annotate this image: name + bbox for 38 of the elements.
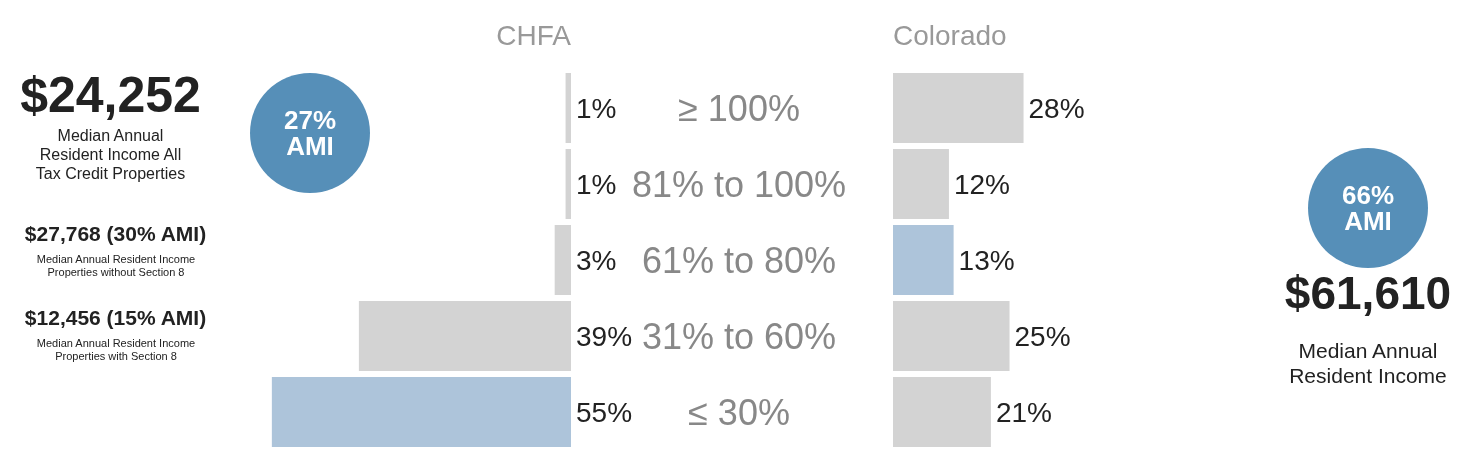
data-label: 3% <box>576 244 617 276</box>
text: Median Annual Resident Income Properties without Section 8 <box>35 253 197 280</box>
text: $61,610 <box>1283 266 1453 320</box>
y-tick-label: 61% to 80% <box>641 239 837 281</box>
bar <box>893 225 954 295</box>
bar <box>554 225 571 295</box>
y-tick-label: ≥ 100% <box>678 87 800 129</box>
circle-badge: 66% AMI <box>1308 148 1428 268</box>
chart-title: Colorado <box>893 20 1008 52</box>
data-label: 21% <box>995 396 1052 428</box>
bar <box>893 301 1010 371</box>
text: $12,456 (15% AMI) <box>23 306 208 330</box>
text: $24,252 <box>19 66 202 124</box>
text: $27,768 (30% AMI) <box>23 222 208 246</box>
text: Median Annual Resident Income Properties with Section 8 <box>35 337 197 364</box>
data-label: 1% <box>576 168 617 200</box>
bar <box>893 73 1024 143</box>
circle-badge: 27% AMI <box>250 73 370 193</box>
y-tick-label: ≤ 30% <box>688 391 790 433</box>
text: Median Annual Resident Income <box>1288 338 1448 389</box>
data-label: 55% <box>576 396 633 428</box>
bar <box>893 149 949 219</box>
data-label: 39% <box>576 320 633 352</box>
y-tick-label: 81% to 100% <box>631 163 847 205</box>
data-label: 12% <box>953 168 1010 200</box>
data-label: 13% <box>958 244 1015 276</box>
data-label: 25% <box>1014 320 1071 352</box>
chart-title: CHFA <box>495 20 571 52</box>
data-label: 1% <box>576 92 617 124</box>
text: Median Annual Resident Income All Tax Credit Properties <box>34 126 187 184</box>
y-tick-label: 31% to 60% <box>641 315 837 357</box>
data-label: 28% <box>1028 92 1085 124</box>
bar <box>893 377 991 447</box>
bar <box>271 377 571 447</box>
bar <box>358 301 571 371</box>
bar <box>565 73 571 143</box>
annotation: 27% AMI <box>282 105 337 161</box>
bar <box>565 149 571 219</box>
